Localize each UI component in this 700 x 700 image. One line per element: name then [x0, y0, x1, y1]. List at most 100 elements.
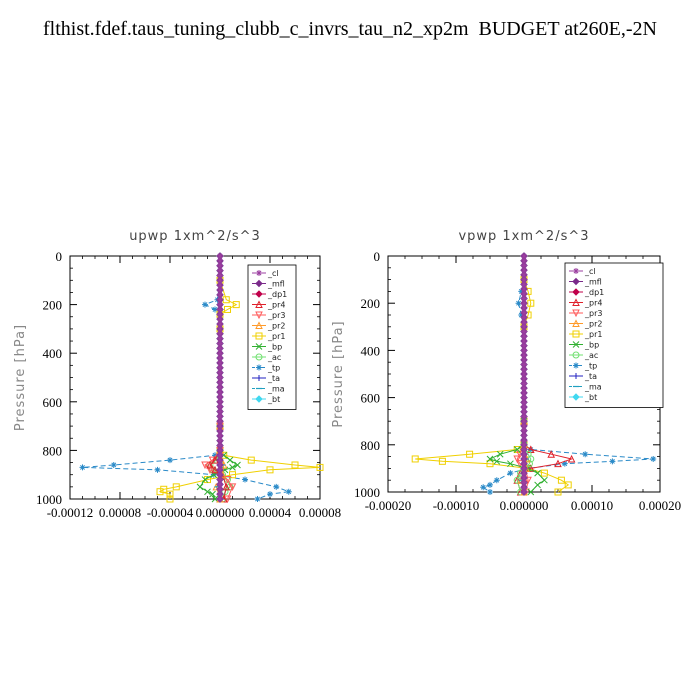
series-point-pr1: [411, 455, 419, 463]
series-point-pr1: [466, 450, 474, 458]
series-point-cl: [217, 461, 223, 468]
legend-marker: [572, 288, 580, 296]
series-point-tp: [212, 306, 218, 313]
series-point-bp: [496, 450, 504, 458]
series-point-bp: [234, 461, 241, 469]
series-point-cl: [217, 403, 223, 410]
series-point-pr3: [228, 483, 237, 491]
legend-marker: [255, 321, 263, 329]
series-point-tp: [154, 466, 161, 473]
legend-marker: [572, 277, 580, 286]
y-tick-label: 1000: [36, 492, 62, 507]
series-point-cl: [521, 422, 527, 429]
series-point-cl: [521, 371, 527, 377]
series-point-bp: [493, 457, 501, 465]
series-point-cl: [217, 437, 223, 444]
legend-label: _pr1: [584, 330, 602, 339]
series-point-tp: [242, 476, 248, 483]
series-point-bp: [534, 481, 541, 489]
series-point-cl: [521, 295, 527, 302]
legend-label: _mfl: [267, 280, 285, 289]
series-point-pr1: [564, 481, 572, 489]
series-point-cl: [521, 455, 527, 462]
series-point-cl: [217, 364, 223, 371]
series-point-cl: [217, 379, 223, 386]
legend-label: _dp1: [267, 290, 287, 299]
series-point-cl: [217, 393, 223, 400]
series-point-tp: [167, 457, 173, 464]
x-tick-label: 0.00010: [571, 498, 613, 513]
legend-marker: [255, 353, 263, 361]
series-point-tp: [518, 312, 525, 318]
series-point-pr1: [540, 469, 548, 477]
series-point-tp: [609, 458, 616, 465]
series-point-tp: [267, 491, 273, 498]
series-point-cl: [217, 267, 223, 274]
legend-label: _pr2: [584, 320, 602, 329]
y-tick-label: 1000: [354, 485, 380, 500]
series-point-pr1: [438, 457, 446, 465]
series-point-pr1: [166, 495, 174, 503]
series-point-cl: [217, 355, 223, 362]
x-tick-label: 0.00004: [249, 505, 292, 520]
legend-label: _ma: [267, 385, 285, 394]
series-point-cl: [217, 476, 223, 483]
x-tick-label: 0.00020: [639, 498, 681, 513]
series-point-pr1: [160, 485, 168, 493]
series-point-pr1: [247, 456, 255, 464]
legend-marker: [572, 393, 580, 401]
series-point-cl: [521, 300, 527, 307]
series-point-cl: [521, 474, 527, 481]
y-tick-label: 200: [43, 298, 63, 313]
legend-label: _pr2: [267, 322, 285, 331]
series-point-cl: [521, 323, 527, 330]
series-point-cl: [521, 352, 527, 359]
series-point-pr1: [232, 301, 240, 309]
series-point-tp: [79, 464, 86, 471]
series-point-cl: [217, 423, 223, 430]
series-point-cl: [521, 281, 527, 288]
series-point-cl: [521, 451, 527, 458]
series-point-bp: [196, 483, 204, 491]
series-point-cl: [521, 470, 527, 477]
panel-title: upwp 1xm^2/s^3: [129, 229, 261, 244]
legend-label: _bp: [584, 341, 599, 350]
series-point-cl: [217, 452, 223, 459]
series-point-cl: [217, 330, 223, 337]
series-point-cl: [217, 481, 223, 488]
series-point-cl: [521, 427, 527, 434]
series-point-cl: [521, 267, 527, 274]
legend-label: _ac: [584, 351, 598, 360]
series-point-cl: [521, 446, 527, 453]
series-point-cl: [217, 291, 223, 298]
x-tick-label: 0.000000: [500, 498, 549, 513]
series-point-tp: [487, 481, 493, 488]
series-point-cl: [521, 404, 527, 411]
legend-label: _pr4: [267, 301, 285, 310]
series-point-cl: [521, 271, 527, 278]
legend-label: _pr1: [267, 332, 285, 341]
series-point-cl: [521, 347, 527, 354]
series-point-cl: [217, 427, 223, 434]
x-tick-label: -0.00020: [365, 498, 412, 513]
series-point-tp: [202, 301, 208, 308]
series-point-cl: [521, 375, 527, 382]
series-point-bp: [534, 469, 541, 477]
series-point-cl: [521, 394, 527, 401]
series-point-pr3: [206, 466, 214, 474]
series-point-cl: [217, 359, 223, 366]
series-point-pr3: [524, 476, 532, 485]
series-point-tp: [582, 451, 589, 458]
series-point-cl: [521, 479, 527, 486]
series-point-cl: [217, 345, 223, 352]
x-tick-label: 0.00008: [99, 505, 141, 520]
series-point-cl: [217, 496, 223, 502]
series-point-pr1: [316, 463, 324, 471]
legend-marker: [255, 311, 263, 320]
legend-label: _tp: [267, 364, 280, 373]
y-tick-label: 400: [43, 346, 63, 361]
series-line-pr1: [158, 280, 321, 499]
x-tick-label: -0.00010: [433, 498, 480, 513]
series-point-cl: [217, 408, 223, 415]
legend-label: _ac: [267, 353, 281, 362]
